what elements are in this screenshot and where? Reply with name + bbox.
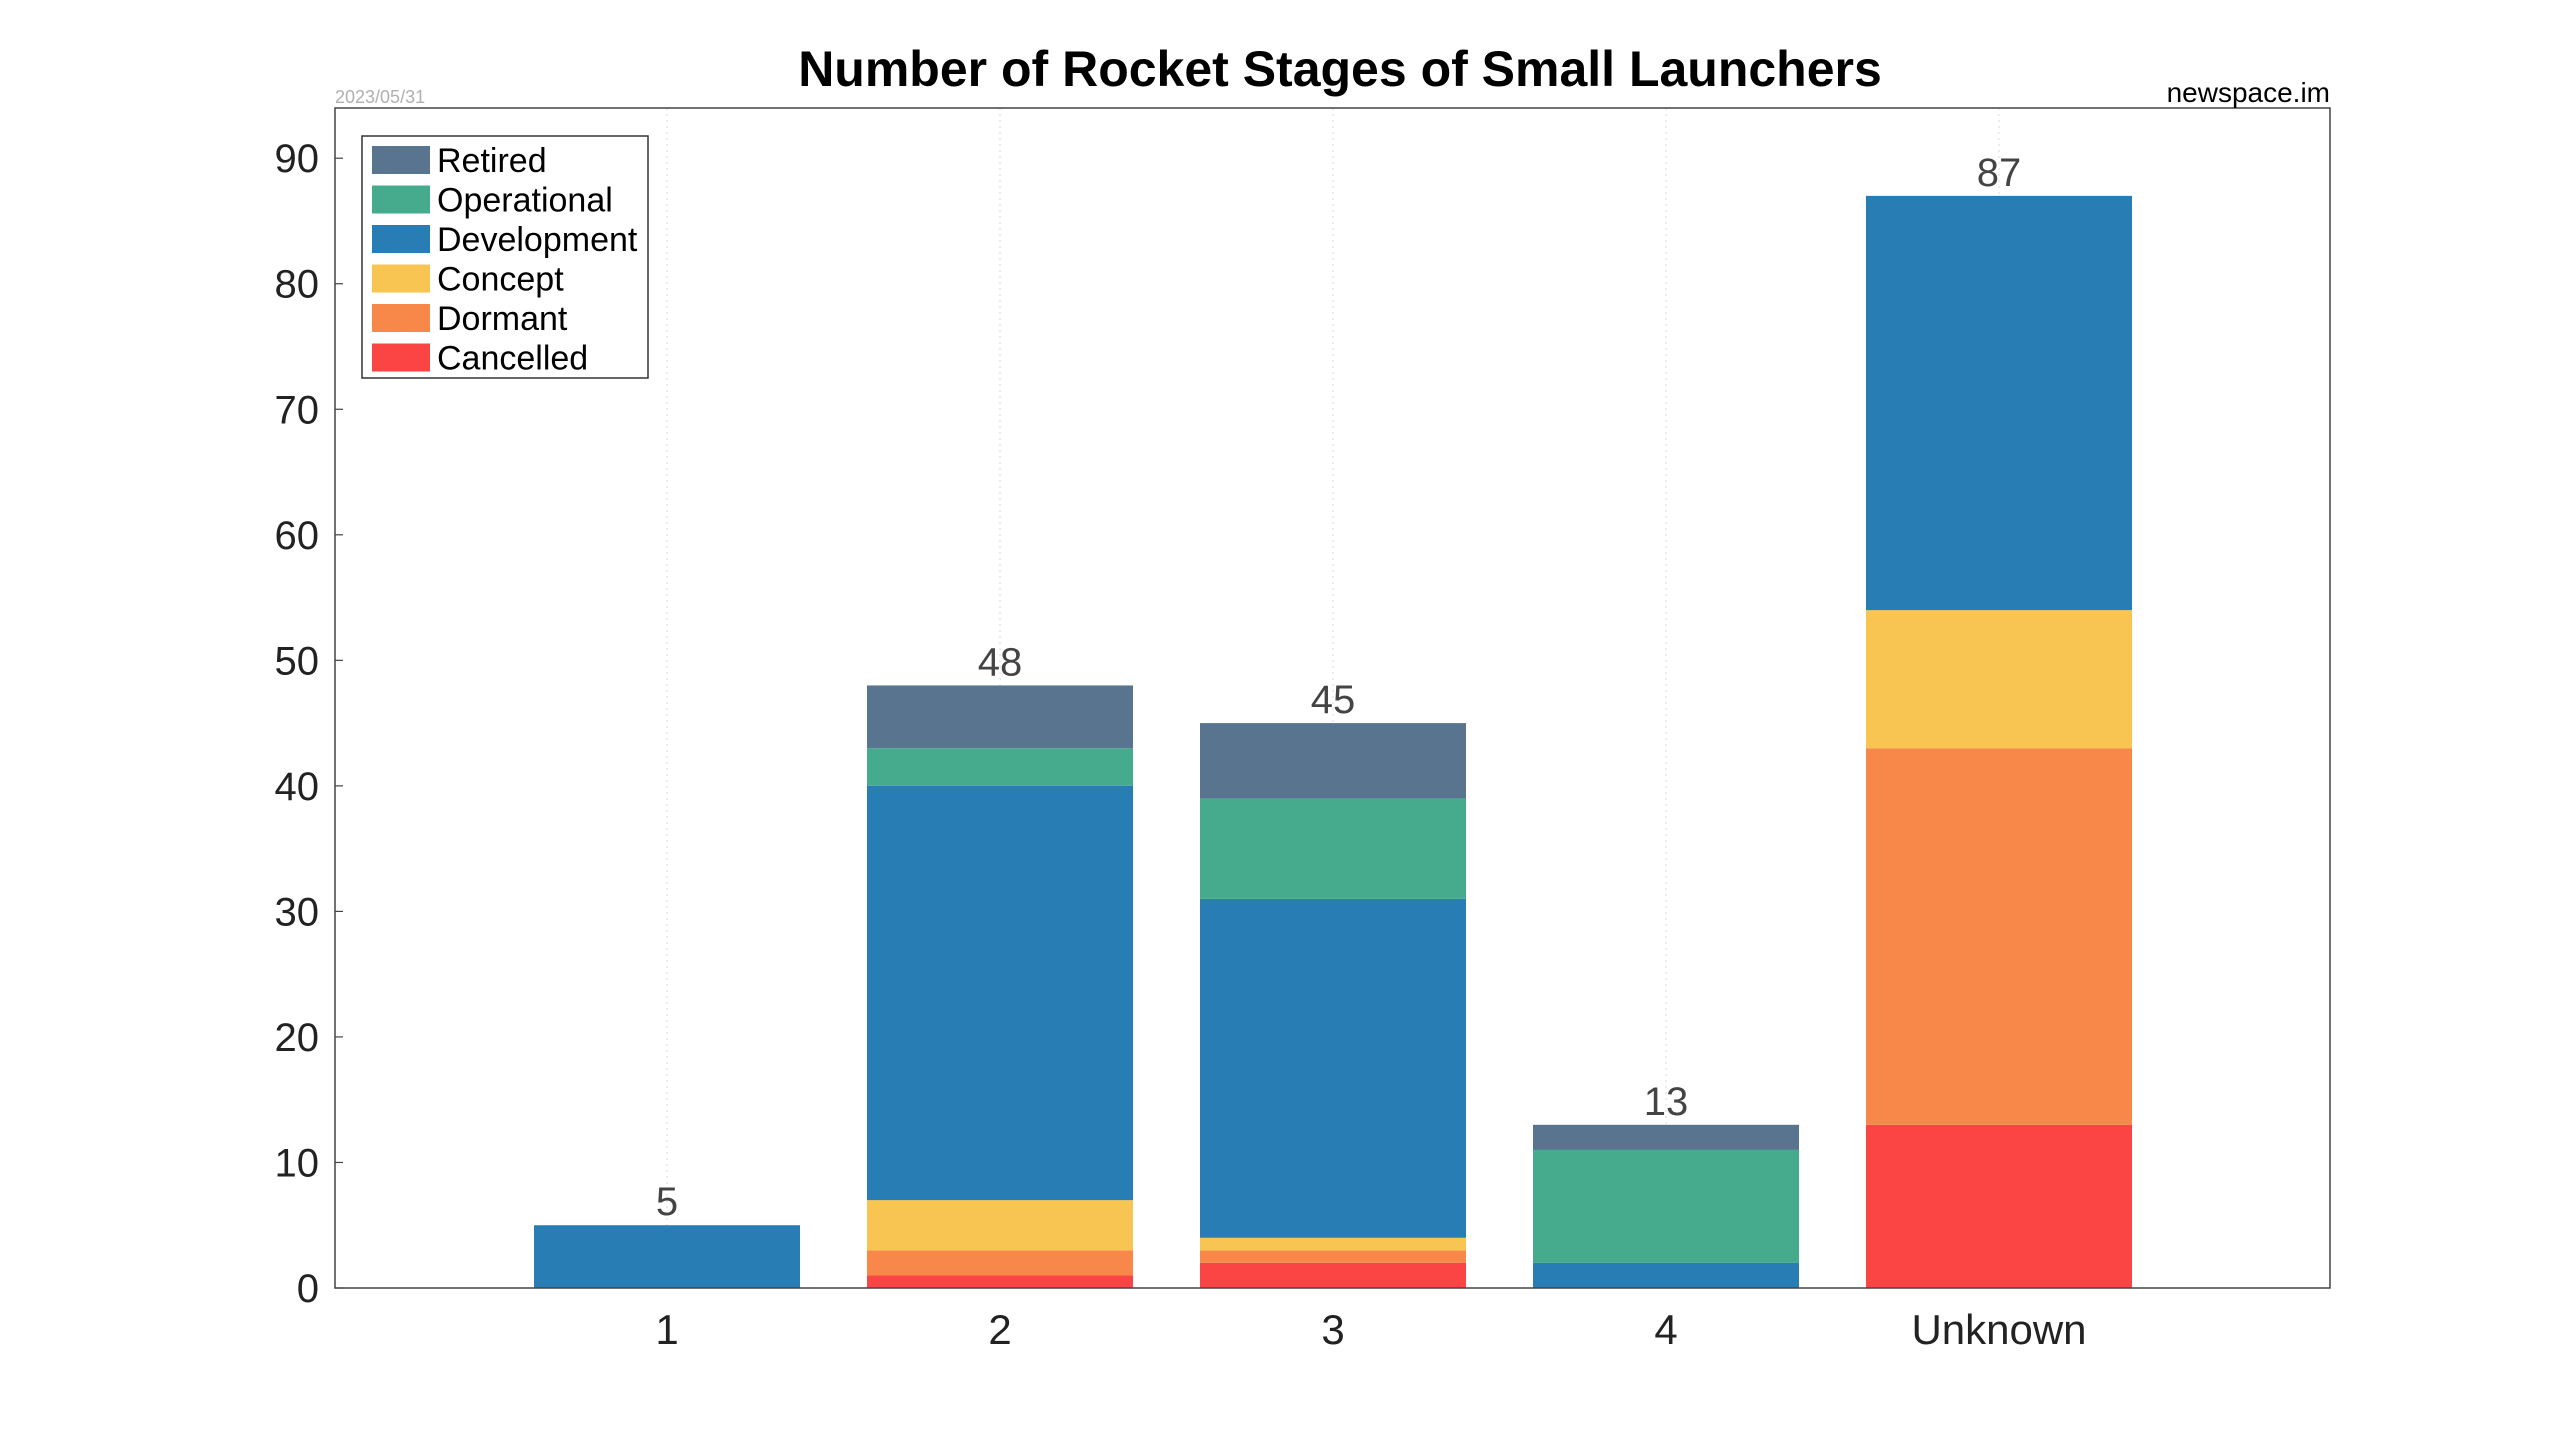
legend-swatch-retired xyxy=(372,146,430,174)
x-tick-label: 2 xyxy=(988,1306,1011,1353)
source-label: newspace.im xyxy=(2167,77,2330,108)
y-tick-label: 60 xyxy=(275,514,320,558)
x-tick-label: 3 xyxy=(1321,1306,1344,1353)
legend-box xyxy=(361,135,649,379)
y-tick-label: 80 xyxy=(275,263,320,307)
legend-label-retired: Retired xyxy=(437,142,547,180)
legend-swatch-development xyxy=(372,225,430,253)
x-tick-label: 1 xyxy=(655,1306,678,1353)
legend-swatch-dormant xyxy=(372,304,430,332)
legend-swatch-cancelled xyxy=(372,343,430,372)
y-tick-label: 40 xyxy=(275,765,320,809)
legend-label-cancelled: Cancelled xyxy=(437,340,588,378)
bar-segment-dormant xyxy=(1866,748,2132,1125)
x-tick-label: 4 xyxy=(1654,1306,1677,1353)
x-axis-ticks: 1 2 3 4 Unknown xyxy=(655,1306,2086,1353)
bar-segment-concept xyxy=(1200,1237,1466,1251)
bar-segment-retired xyxy=(867,685,1133,749)
plot-frame xyxy=(334,107,2331,1289)
bar-segment-development xyxy=(534,1225,800,1288)
bar-total-label: 5 xyxy=(656,1180,678,1224)
y-axis-ticks: 0 10 20 30 40 50 60 70 80 90 xyxy=(275,137,343,1311)
legend-label-operational: Operational xyxy=(437,182,613,220)
legend-swatch-operational xyxy=(372,185,430,214)
bar-segment-operational xyxy=(867,748,1133,786)
y-tick-label: 90 xyxy=(275,137,320,181)
bar-segment-cancelled xyxy=(1866,1124,2132,1288)
y-tick-label: 70 xyxy=(275,388,320,432)
bar-segment-retired xyxy=(1200,723,1466,799)
bar-segment-cancelled xyxy=(867,1275,1133,1288)
bar-segment-development xyxy=(1200,898,1466,1238)
bars xyxy=(534,195,2132,1288)
x-tick-label: Unknown xyxy=(1911,1306,2086,1353)
date-label: 2023/05/31 xyxy=(335,87,425,107)
bar-segment-development xyxy=(1533,1262,1799,1288)
bar-segment-development xyxy=(867,785,1133,1201)
bar-segment-operational xyxy=(1533,1149,1799,1263)
y-tick-label: 10 xyxy=(275,1141,320,1185)
bar-total-label: 48 xyxy=(978,640,1023,684)
bar-segment-concept xyxy=(867,1200,1133,1251)
bar-segment-development xyxy=(1866,195,2132,611)
bar-segment-concept xyxy=(1866,610,2132,749)
bar-segment-cancelled xyxy=(1200,1262,1466,1288)
chart-title: Number of Rocket Stages of Small Launche… xyxy=(798,41,1882,97)
legend-swatch-concept xyxy=(372,264,430,293)
bar-total-label: 45 xyxy=(1311,678,1356,722)
legend: RetiredOperationalDevelopmentConceptDorm… xyxy=(361,135,649,379)
bar-segment-dormant xyxy=(867,1250,1133,1276)
bar-segment-operational xyxy=(1200,798,1466,899)
y-tick-label: 20 xyxy=(275,1016,320,1060)
legend-label-concept: Concept xyxy=(437,261,564,299)
bar-segment-dormant xyxy=(1200,1250,1466,1263)
legend-label-development: Development xyxy=(437,221,638,259)
y-tick-label: 30 xyxy=(275,890,320,934)
bar-total-label: 13 xyxy=(1644,1080,1689,1124)
bar-segment-retired xyxy=(1533,1124,1799,1150)
y-tick-label: 50 xyxy=(275,639,320,683)
y-tick-label: 0 xyxy=(297,1267,319,1311)
bar-total-label: 87 xyxy=(1977,151,2022,195)
legend-label-dormant: Dormant xyxy=(437,300,568,338)
bar-total-labels: 5 48 45 13 87 xyxy=(656,151,2021,1224)
